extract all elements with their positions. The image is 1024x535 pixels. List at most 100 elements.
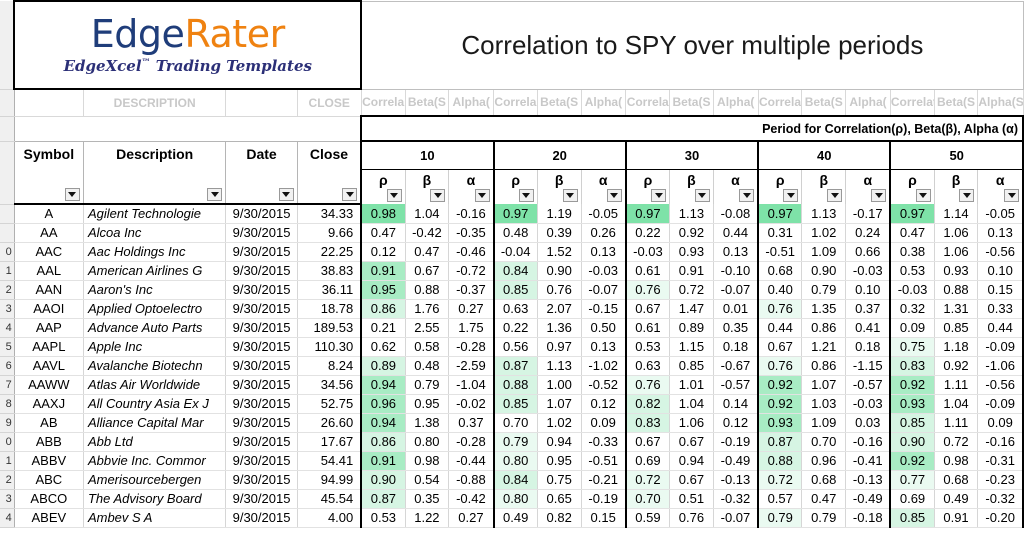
metric-header-50-beta[interactable]: β [934, 169, 979, 204]
cell-value[interactable]: 1.52 [537, 242, 582, 262]
cell-value[interactable]: 0.68 [757, 261, 803, 281]
cell-value[interactable]: 0.50 [581, 318, 627, 338]
cell-value[interactable]: 0.14 [713, 394, 760, 414]
cell-symbol[interactable]: ABB [14, 432, 84, 452]
cell-value[interactable]: -0.03 [845, 261, 892, 281]
cell-value[interactable]: 1.11 [934, 413, 979, 433]
cell-value[interactable]: 0.94 [360, 375, 406, 395]
cell-value[interactable]: 0.37 [845, 299, 892, 319]
cell-value[interactable]: -0.42 [405, 223, 450, 243]
metric-header-20-rho[interactable]: ρ [492, 169, 538, 204]
cell-value[interactable]: 0.40 [757, 280, 803, 300]
cell-close[interactable]: 18.78 [297, 299, 362, 319]
cell-value[interactable]: 0.96 [360, 394, 406, 414]
cell-value[interactable]: 1.13 [669, 204, 714, 224]
cell-value[interactable]: 0.90 [889, 432, 935, 452]
table-row[interactable]: A Agilent Technologie 9/30/2015 34.33 0.98 1.… [0, 204, 1024, 224]
cell-value[interactable]: 0.15 [581, 508, 627, 528]
cell-value[interactable]: 0.44 [977, 318, 1024, 338]
cell-close[interactable]: 22.25 [297, 242, 362, 262]
cell-value[interactable]: 0.54 [405, 470, 450, 490]
cell-date[interactable]: 9/30/2015 [225, 508, 298, 528]
filter-dropdown-50-0[interactable] [915, 189, 931, 202]
cell-value[interactable]: 0.85 [889, 508, 935, 528]
cell-value[interactable]: 0.10 [845, 280, 892, 300]
cell-value[interactable]: -0.88 [448, 470, 495, 490]
cell-value[interactable]: -0.51 [757, 242, 803, 262]
cell-value[interactable]: -0.31 [977, 451, 1024, 471]
cell-date[interactable]: 9/30/2015 [225, 299, 298, 319]
metric-header-50-rho[interactable]: ρ [889, 169, 935, 204]
cell-value[interactable]: 0.84 [492, 261, 538, 281]
cell-value[interactable]: -0.57 [713, 375, 760, 395]
cell-value[interactable]: 1.35 [801, 299, 847, 319]
cell-value[interactable]: 0.69 [624, 451, 671, 471]
cell-value[interactable]: 0.88 [492, 375, 538, 395]
cell-value[interactable]: 0.90 [801, 261, 847, 281]
cell-value[interactable]: 0.96 [801, 451, 847, 471]
cell-value[interactable]: 0.86 [801, 318, 847, 338]
cell-value[interactable]: 0.59 [624, 508, 671, 528]
metric-header-20-alpha[interactable]: α [581, 169, 627, 204]
cell-value[interactable]: 0.22 [624, 223, 671, 243]
cell-value[interactable]: 0.33 [977, 299, 1024, 319]
cell-value[interactable]: 0.09 [581, 413, 627, 433]
cell-value[interactable]: 1.13 [801, 204, 847, 224]
row-number[interactable]: 4 [0, 508, 15, 528]
cell-value[interactable]: -0.72 [448, 261, 495, 281]
cell-value[interactable]: 0.37 [448, 413, 495, 433]
cell-value[interactable]: 1.06 [934, 223, 979, 243]
cell-value[interactable]: 0.38 [889, 242, 935, 262]
cell-value[interactable]: 0.49 [934, 489, 979, 509]
cell-value[interactable]: 0.92 [669, 223, 714, 243]
cell-value[interactable]: 0.87 [360, 489, 406, 509]
cell-symbol[interactable]: ABC [14, 470, 84, 490]
cell-value[interactable]: 0.47 [889, 223, 935, 243]
cell-value[interactable]: 0.26 [581, 223, 627, 243]
cell-value[interactable]: 1.76 [405, 299, 450, 319]
cell-close[interactable]: 52.75 [297, 394, 362, 414]
cell-close[interactable]: 110.30 [297, 337, 362, 357]
cell-value[interactable]: 0.44 [713, 223, 760, 243]
cell-description[interactable]: Apple Inc [83, 337, 227, 357]
cell-value[interactable]: -0.32 [977, 489, 1024, 509]
table-row[interactable]: 6 AAVL Avalanche Biotechn 9/30/2015 8.24 0.89… [0, 356, 1024, 376]
cell-value[interactable]: -0.04 [492, 242, 538, 262]
cell-date[interactable]: 9/30/2015 [225, 337, 298, 357]
table-row[interactable]: 0 ABB Abb Ltd 9/30/2015 17.67 0.86 0.80 -0.28 0.… [0, 432, 1024, 452]
cell-value[interactable]: 1.22 [405, 508, 450, 528]
row-number-header[interactable] [0, 116, 15, 142]
filter-dropdown-30-0[interactable] [651, 189, 667, 202]
cell-description[interactable]: Abb Ltd [83, 432, 227, 452]
cell-value[interactable]: 1.21 [801, 337, 847, 357]
cell-value[interactable]: 0.79 [492, 432, 538, 452]
cell-value[interactable]: 0.53 [624, 337, 671, 357]
row-number[interactable] [0, 204, 15, 224]
cell-value[interactable]: 0.93 [669, 242, 714, 262]
cell-value[interactable]: 1.19 [537, 204, 582, 224]
cell-value[interactable]: -0.33 [581, 432, 627, 452]
cell-value[interactable]: 0.48 [405, 356, 450, 376]
metric-header-10-rho[interactable]: ρ [360, 169, 406, 204]
cell-value[interactable]: 0.01 [713, 299, 760, 319]
cell-value[interactable]: 1.03 [801, 394, 847, 414]
cell-value[interactable]: 0.86 [801, 356, 847, 376]
cell-value[interactable]: 0.95 [360, 280, 406, 300]
cell-value[interactable]: 0.56 [492, 337, 538, 357]
cell-value[interactable]: -0.52 [581, 375, 627, 395]
cell-value[interactable]: 0.93 [934, 261, 979, 281]
cell-value[interactable]: 0.27 [448, 299, 495, 319]
cell-value[interactable]: 0.93 [757, 413, 803, 433]
cell-value[interactable]: 0.51 [669, 489, 714, 509]
cell-value[interactable]: 0.18 [713, 337, 760, 357]
cell-value[interactable]: 0.90 [360, 470, 406, 490]
cell-description[interactable]: Aaron's Inc [83, 280, 227, 300]
cell-value[interactable]: 0.76 [624, 280, 671, 300]
row-number[interactable]: 8 [0, 394, 15, 414]
metric-header-50-alpha[interactable]: α [977, 169, 1024, 204]
cell-close[interactable]: 34.56 [297, 375, 362, 395]
cell-value[interactable]: 0.95 [405, 394, 450, 414]
cell-description[interactable]: Advance Auto Parts [83, 318, 227, 338]
table-row[interactable]: 7 AAWW Atlas Air Worldwide 9/30/2015 34.56 0.… [0, 375, 1024, 395]
cell-value[interactable]: 0.88 [934, 280, 979, 300]
